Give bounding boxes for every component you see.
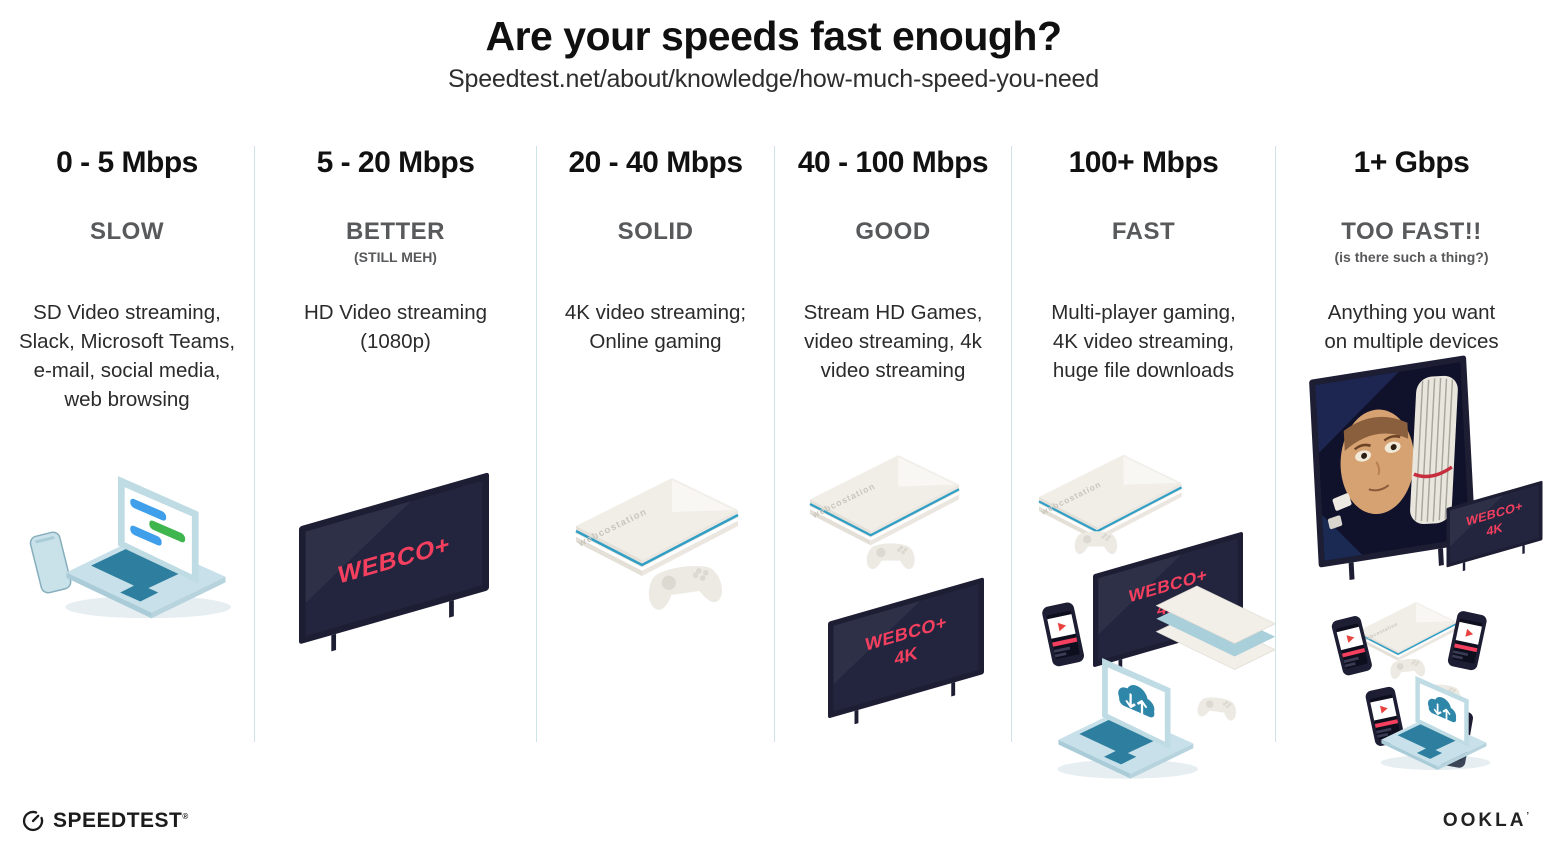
column-20-40-mbps: 20 - 40 Mbps SOLID 4K video streaming; O… [537,146,775,742]
video-phone-icon [1040,601,1085,668]
rating-note: (is there such a thing?) [1334,249,1489,265]
video-phone-icon [1446,610,1488,672]
rating-label: SOLID [617,218,694,245]
tv-resolution-label: 4K [895,642,919,669]
ookla-logo: OOKLA’ [1443,810,1529,832]
controller-icon [1388,657,1426,680]
use-case-description: Stream HD Games, video streaming, 4k vid… [803,301,983,382]
speedtest-text: SPEEDTEST [53,809,183,832]
controller-icon [645,561,724,612]
console-tv-illustration: webcostation WEBCO+ 4K [778,446,1008,741]
trademark-symbol: ’ [1526,810,1529,821]
column-5-20-mbps: 5 - 20 Mbps BETTER (STILL MEH) HD Video … [255,146,537,742]
speedtest-wordmark: SPEEDTEST® [53,809,189,833]
column-1-plus-gbps: 1+ Gbps TOO FAST!! (is there such a thin… [1276,146,1547,770]
console-icon: webcostation [1037,453,1183,543]
slim-console-icon [1155,585,1276,670]
rating-label: GOOD [855,218,931,245]
laptop-icon [65,476,232,619]
movie-still [1314,362,1470,561]
many-devices-illustration: WEBCO+ 4K webcostation [1276,355,1547,775]
header: Are your speeds fast enough? Speedtest.n… [0,0,1547,94]
rating-label: SLOW [90,218,164,245]
rating-label: BETTER [346,218,445,245]
hd-tv-illustration: WEBCO+ [291,455,501,665]
use-case-description: SD Video streaming, Slack, Microsoft Tea… [18,301,236,411]
column-100-plus-mbps: 100+ Mbps FAST Multi-player gaming, 4K v… [1012,146,1276,779]
console-icon: webcostation [1357,601,1457,662]
rating-note: (STILL MEH) [354,249,437,265]
trademark-symbol: ® [182,812,189,821]
tv-icon: WEBCO+ [298,472,489,661]
speedtest-gauge-icon [22,810,44,832]
use-case-description: HD Video streaming (1080p) [303,301,488,353]
speed-range: 5 - 20 Mbps [316,146,475,179]
page-title: Are your speeds fast enough? [485,13,1062,59]
game-console-icon: webcostation [574,476,739,612]
tv-resolution-label: 4K [1486,519,1503,538]
video-phone-icon [1330,614,1373,677]
phone-icon [29,531,72,594]
speed-range: 100+ Mbps [1068,146,1219,179]
laptop-download-icon [1056,658,1198,779]
multi-device-icon: webcostation WEBCO+ 4K [1037,453,1276,779]
console-icon: webcostation [574,476,739,578]
movie-tv-icon [1308,355,1476,580]
console-illustration: webcostation [556,450,756,640]
speed-columns: 0 - 5 Mbps SLOW SD Video streaming, Slac… [0,146,1547,779]
rating-label: TOO FAST!! [1341,218,1482,245]
rating-label: FAST [1111,218,1176,245]
speed-range: 40 - 100 Mbps [797,146,989,179]
speed-range: 1+ Gbps [1353,146,1470,179]
use-case-description: Anything you want on multiple devices [1324,301,1499,353]
use-case-description: 4K video streaming; Online gaming [564,301,747,353]
tv-4k-icon: WEBCO+ 4K [828,577,984,732]
page-subtitle-url: Speedtest.net/about/knowledge/how-much-s… [448,65,1099,93]
use-case-description: Multi-player gaming, 4K video streaming,… [1051,301,1236,382]
laptop-phone-icon [29,476,232,619]
speedtest-logo: SPEEDTEST® [20,808,189,834]
console-icon: webcostation [808,453,961,547]
ookla-text: OOKLA [1442,810,1527,831]
tv-4k-icon: WEBCO+ 4K [1446,480,1542,576]
many-devices-icon: WEBCO+ 4K webcostation [1308,355,1542,770]
speed-range: 0 - 5 Mbps [56,146,198,179]
controller-icon [1074,531,1117,555]
console-and-tv-icon: webcostation WEBCO+ 4K [808,453,984,732]
multi-device-illustration: webcostation WEBCO+ 4K [1019,446,1276,791]
column-40-100-mbps: 40 - 100 Mbps GOOD Stream HD Games, vide… [775,146,1012,742]
laptop-chat-illustration [27,460,232,635]
speed-range: 20 - 40 Mbps [568,146,743,179]
controller-icon [866,543,915,570]
controller-icon [1196,695,1238,722]
column-0-5-mbps: 0 - 5 Mbps SLOW SD Video streaming, Slac… [0,146,255,742]
